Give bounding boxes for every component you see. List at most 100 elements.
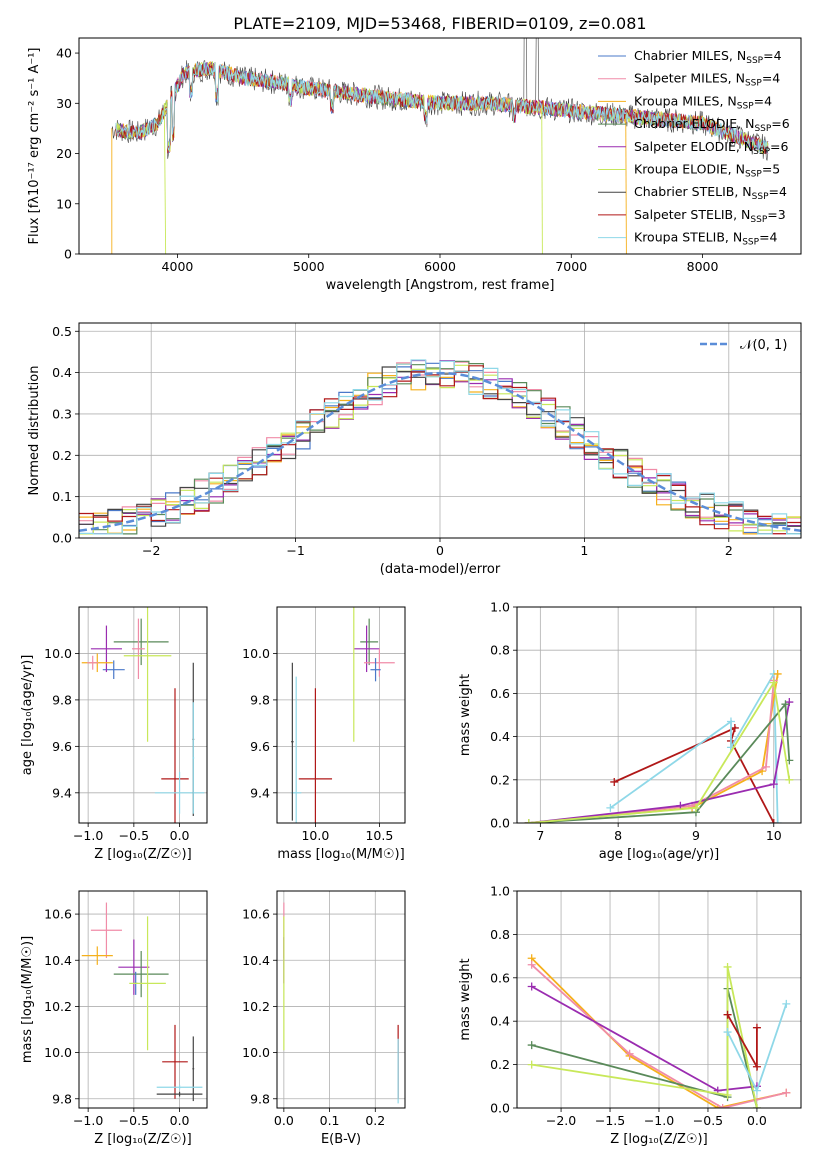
legend-label: 𝒩(0, 1): [740, 338, 787, 353]
y-tick-label: 0.0: [52, 531, 72, 546]
weight-marker: [610, 777, 619, 786]
x-tick-label: 10.0: [301, 828, 329, 843]
spectrum-line: [115, 61, 769, 153]
y-tick-label: 1.0: [490, 600, 510, 615]
weight-marker: [718, 1104, 727, 1108]
weight-marker: [773, 819, 782, 823]
axes-frame: [78, 606, 208, 824]
x-tick-label: −2: [142, 543, 160, 558]
weight-marker: [752, 1104, 761, 1108]
y-axis-label: mass weight: [458, 958, 473, 1040]
weight-marker: [752, 1023, 761, 1032]
weight-marker: [723, 1090, 732, 1099]
x-tick-label: −1.0: [73, 1113, 103, 1128]
y-tick-label: 30: [56, 96, 72, 111]
y-tick-label: 10.2: [242, 999, 270, 1014]
panel-age-vs-mass: 10.0 10.5 9.4 9.6 9.8 10.0 mass [log₁₀(M/M☉)]: [242, 606, 406, 862]
y-axis-label: Normed distribution: [27, 366, 42, 496]
y-tick-label: 9.8: [52, 692, 72, 707]
histogram-series: [79, 365, 801, 535]
weight-marker: [726, 717, 735, 726]
x-tick-label: 7: [536, 828, 544, 843]
y-tick-label: 10: [56, 196, 72, 211]
x-axis-label: Z [log₁₀(Z/Z☉)]: [94, 847, 191, 862]
y-tick-label: 0.2: [490, 772, 510, 787]
plot-area: [81, 902, 203, 1102]
axes-frame: [78, 890, 208, 1109]
x-tick-label: −1.0: [644, 1113, 674, 1128]
weight-line: [613, 726, 775, 823]
y-tick-label: 0.0: [490, 816, 510, 831]
y-tick-label: 10.0: [242, 1045, 270, 1060]
x-tick-label: 0.2: [365, 1113, 385, 1128]
legend-label: Chabrier MILES, NSSP=4: [634, 48, 782, 66]
y-tick-label: 0.8: [490, 927, 510, 942]
weight-marker: [769, 780, 778, 789]
y-tick-label: 20: [56, 146, 72, 161]
weight-marker: [723, 1010, 732, 1019]
weight-marker: [781, 700, 790, 709]
x-tick-label: −0.5: [693, 1113, 723, 1128]
figure-title: PLATE=2109, MJD=53468, FIBERID=0109, z=0…: [233, 14, 646, 33]
legend-label: Chabrier ELODIE, NSSP=6: [634, 116, 790, 134]
y-tick-label: 9.6: [250, 739, 270, 754]
legend-label: Kroupa ELODIE, NSSP=5: [634, 162, 780, 180]
legend-label: Salpeter STELIB, NSSP=3: [634, 207, 786, 225]
x-tick-label: 4000: [162, 259, 194, 274]
y-axis-label: Flux [fλ10⁻¹⁷ erg cm⁻² s⁻¹ A⁻¹]: [27, 48, 42, 245]
legend-label: Kroupa STELIB, NSSP=4: [634, 230, 778, 248]
axes-frame: [276, 606, 406, 824]
x-tick-label: 0.0: [274, 1113, 294, 1128]
y-tick-label: 9.8: [250, 692, 270, 707]
y-axis-label: age [log₁₀(age/yr)]: [20, 655, 35, 776]
weight-marker: [527, 960, 536, 969]
x-tick-label: 8: [614, 828, 622, 843]
x-axis-label: (data-model)/error: [380, 562, 501, 577]
x-axis-label: age [log₁₀(age/yr)]: [599, 847, 720, 862]
x-axis-label: wavelength [Angstrom, rest frame]: [326, 278, 555, 293]
weight-marker: [773, 669, 782, 678]
x-tick-label: 10.5: [365, 828, 393, 843]
y-axis-label: mass weight: [458, 674, 473, 756]
weight-line: [609, 670, 779, 823]
weight-marker: [782, 1088, 791, 1097]
weight-marker: [524, 819, 533, 823]
axes-frame: [276, 890, 406, 1109]
x-tick-label: 8000: [687, 259, 719, 274]
weight-marker: [730, 723, 739, 732]
x-tick-label: 6000: [424, 259, 456, 274]
plot-area: [291, 607, 395, 823]
y-tick-label: 10.2: [44, 999, 72, 1014]
weight-marker: [785, 775, 794, 784]
weight-marker: [625, 1049, 634, 1058]
y-tick-label: 9.4: [52, 785, 72, 800]
weight-marker: [769, 819, 778, 823]
plot-area: [111, 38, 769, 254]
panel-weight-vs-Z: −2.0 −1.5 −1.0 −0.5 0.0 0.0 0.2 0.4 0.6 0.8 1.0 Z […: [458, 884, 802, 1147]
x-tick-label: 7000: [555, 259, 587, 274]
y-tick-label: 9.8: [52, 1091, 72, 1106]
panel-mass-vs-EBV: 0.0 0.1 0.2 9.8 10.0 10.2 10.4 10.6 E(B-V): [242, 890, 406, 1147]
plot-area: [79, 359, 801, 535]
spectrum-edge: [163, 103, 167, 254]
x-tick-label: 5000: [293, 259, 325, 274]
x-axis-label: Z [log₁₀(Z/Z☉)]: [94, 1132, 191, 1147]
y-tick-label: 0.4: [52, 365, 72, 380]
y-tick-label: 9.8: [250, 1091, 270, 1106]
y-tick-label: 40: [56, 46, 72, 61]
y-axis-label: mass [log₁₀(M/M☉)]: [20, 936, 35, 1063]
weight-marker: [752, 1086, 761, 1095]
y-tick-label: 0.5: [52, 324, 72, 339]
y-tick-label: 0.2: [490, 1057, 510, 1072]
weight-line: [528, 673, 779, 823]
x-tick-label: 0.0: [747, 1113, 767, 1128]
x-tick-label: 2: [725, 543, 733, 558]
panel-mass-vs-Z: −1.0 −0.5 0.0 9.8 10.0 10.2 10.4 10.6 Z [log₁₀(Z…: [20, 890, 208, 1147]
y-tick-label: 0.1: [52, 489, 72, 504]
y-tick-label: 10.4: [44, 953, 72, 968]
weight-marker: [761, 762, 770, 771]
x-tick-label: 1: [580, 543, 588, 558]
legend-label: Chabrier STELIB, NSSP=4: [634, 184, 787, 202]
weight-marker: [606, 803, 615, 812]
spectrum-line: [115, 64, 769, 155]
